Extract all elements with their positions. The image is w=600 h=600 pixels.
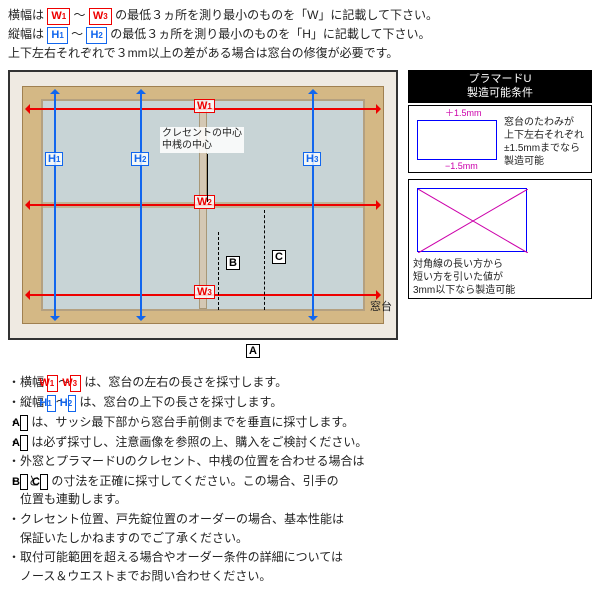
lbl-h1: H1 xyxy=(45,152,63,166)
callout-crescent: クレセントの中心中桟の中心 xyxy=(160,127,244,153)
bullet-item: BとC の寸法を正確に採寸してください。この場合、引手の位置も連動します。 xyxy=(8,472,592,509)
dim-c xyxy=(264,210,265,310)
bullet-item: クレセント位置、戸先錠位置のオーダーの場合、基本性能は保証いたしかねますのでご了… xyxy=(8,510,592,547)
text: 〜 xyxy=(74,8,86,22)
bullet-item: 横幅 W1〜W3 は、窓台の左右の長さを採寸します。 xyxy=(8,373,592,392)
lbl-h2: H2 xyxy=(131,152,149,166)
diagram-area: W1 W2 W3 H1 H2 H3 クレセントの中心中桟の中心 B C A 窓台… xyxy=(0,66,600,356)
text: 縦幅は xyxy=(8,27,44,41)
side-panel: プラマードU製造可能条件 ＋1.5mm −1.5mm 窓台のたわみが上下左右それ… xyxy=(408,70,592,299)
tol-rect xyxy=(417,120,497,160)
diag-lines-icon xyxy=(418,189,528,253)
tol-top: ＋1.5mm xyxy=(445,106,482,119)
lbl-a: A xyxy=(246,344,260,358)
lbl-w1: W1 xyxy=(194,99,215,113)
lbl-h3: H3 xyxy=(303,152,321,166)
bullet-item: 外窓とプラマードUのクレセント、中桟の位置を合わせる場合は xyxy=(8,452,592,471)
arrow-h2 xyxy=(140,90,142,320)
bullet-item: 取付可能範囲を超える場合やオーダー条件の詳細についてはノース＆ウエストまでお問い… xyxy=(8,548,592,585)
lbl-b: B xyxy=(226,256,240,270)
bullet-item: A は必ず採寸し、注意画像を参照の上、購入をご検討ください。 xyxy=(8,433,592,452)
arrow-h3 xyxy=(312,90,314,320)
bullet-list: 横幅 W1〜W3 は、窓台の左右の長さを採寸します。縦幅 H1〜H2 は、窓台の… xyxy=(0,368,600,585)
text: 横幅は xyxy=(8,8,44,22)
callout-line xyxy=(207,154,208,202)
diagonal-box: 対角線の長い方から短い方を引いた値が3mm以下なら製造可能 xyxy=(408,179,592,299)
text: の最低３ヵ所を測り最小のものを「W」に記載して下さい。 xyxy=(115,8,438,22)
sill-label: 窓台 xyxy=(370,298,392,314)
label-w3: W3 xyxy=(89,8,112,25)
text: 〜 xyxy=(71,27,83,41)
window-photo: W1 W2 W3 H1 H2 H3 クレセントの中心中桟の中心 B C xyxy=(8,70,398,340)
bullet-item: A は、サッシ最下部から窓台手前側までを垂直に採寸します。 xyxy=(8,413,592,432)
top-instructions: 横幅は W1 〜 W3 の最低３ヵ所を測り最小のものを「W」に記載して下さい。 … xyxy=(0,0,600,66)
diag-text: 対角線の長い方から短い方を引いた値が3mm以下なら製造可能 xyxy=(413,258,587,297)
label-h1: H1 xyxy=(47,27,67,44)
lbl-w3: W3 xyxy=(194,285,215,299)
tolerance-box: ＋1.5mm −1.5mm 窓台のたわみが上下左右それぞれ±1.5mmまでなら製… xyxy=(408,105,592,173)
lbl-w2: W2 xyxy=(194,195,215,209)
arrow-h1 xyxy=(54,90,56,320)
lbl-c: C xyxy=(272,250,286,264)
bullet-item: 縦幅 H1〜H2 は、窓台の上下の長さを採寸します。 xyxy=(8,393,592,412)
label-w1: W1 xyxy=(47,8,70,25)
text: の最低３ヵ所を測り最小のものを「H」に記載して下さい。 xyxy=(110,27,430,41)
text: 上下左右それぞれで３mm以上の差がある場合は窓台の修復が必要です。 xyxy=(8,44,592,62)
tol-bot: −1.5mm xyxy=(445,161,478,171)
dim-b xyxy=(218,232,219,310)
diag-rect xyxy=(417,188,527,252)
tol-text: 窓台のたわみが上下左右それぞれ±1.5mmまでなら製造可能 xyxy=(504,116,584,168)
side-title: プラマードU製造可能条件 xyxy=(408,70,592,103)
label-h2: H2 xyxy=(86,27,106,44)
